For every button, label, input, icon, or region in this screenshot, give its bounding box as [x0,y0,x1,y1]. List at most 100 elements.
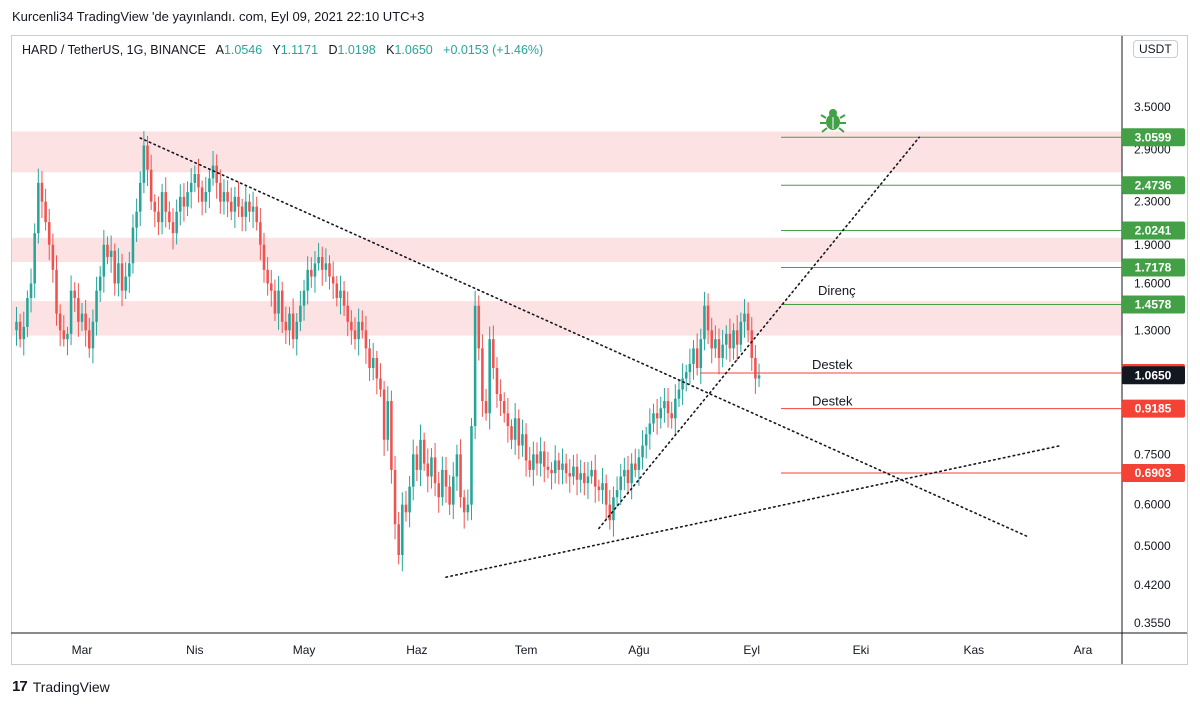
open-value: 1.0546 [223,43,263,57]
candle-body [721,344,724,358]
candle-body [561,463,564,470]
candle-body [583,473,586,484]
candle-body [331,276,335,284]
candle-body [430,457,433,477]
target-price-badge-bg [1122,176,1185,195]
candle-body [40,182,44,202]
candle [444,456,448,503]
candle [510,419,513,450]
currency-button[interactable]: USDT [1133,40,1178,58]
candle-body [455,454,459,477]
candle-body [51,244,55,270]
candle [684,364,688,392]
candle-body [637,457,641,470]
resistance-zone [12,301,1122,336]
candle-body [524,434,528,461]
footer-brand[interactable]: 17 TradingView [12,678,110,695]
candle [703,291,706,351]
candle [411,439,415,501]
candle-body [288,313,291,331]
candle [437,471,440,513]
candle [211,150,215,186]
candle [368,339,371,381]
candle [208,169,211,209]
candle [648,408,652,450]
candle [22,311,26,356]
candle-body [88,330,91,349]
candle [313,251,317,293]
candle-body [393,469,397,525]
candle-body [703,305,706,340]
candle-body [200,187,204,202]
candle [550,462,553,490]
candle-body [157,211,160,223]
candle [452,462,455,520]
candle [422,432,426,471]
candle [404,490,408,522]
candle [386,386,390,452]
support-price-badge-bg [1122,464,1185,483]
candle [320,246,324,286]
candle [66,326,69,356]
candle-body [521,434,524,446]
candle-body [153,201,157,212]
candle [721,329,724,368]
candle [644,426,648,459]
candle-body [695,348,699,368]
candle [331,261,335,299]
candle [138,171,142,227]
candle-body [692,348,695,364]
candle-body [219,182,222,202]
resistance-annotation: Direnç [818,283,856,298]
candle-body [732,330,735,349]
candle [29,268,33,313]
candle [171,208,175,250]
candle-body [160,192,164,223]
candle [88,317,91,358]
resistance-zone [12,131,1122,173]
candle [455,444,459,491]
candle-body [240,206,244,217]
candle [612,486,615,537]
candle [361,310,364,339]
candle-body [229,201,233,212]
candle [670,401,673,429]
candle-body [106,244,109,257]
x-tick-label: Haz [406,643,427,657]
candle [717,328,721,375]
candle [462,489,466,529]
candle-body [408,486,411,513]
candle [146,135,149,187]
candle [750,316,754,371]
candle [433,442,437,497]
candle-body [714,339,717,349]
candle-body [189,182,193,193]
candle [619,463,622,506]
candle [430,448,433,489]
candle-body [728,333,732,349]
candle-body [324,263,328,270]
candle [535,442,539,476]
target-price-badge: 1.4578 [1122,295,1185,314]
candle [735,315,739,361]
candle-body [634,463,637,470]
published-info: Kurcenli34 TradingView 'de yayınlandı. c… [12,9,425,24]
candle-body [437,483,440,498]
candle [226,180,229,218]
candle-body [422,439,426,464]
candle [306,256,309,305]
candle-body [120,263,124,291]
candle [113,243,117,296]
candle [18,313,22,348]
target-price-badge-text: 2.4736 [1135,178,1172,192]
candle [84,299,87,347]
candle [663,387,666,423]
candle [692,340,695,380]
candle-body [375,357,379,379]
candle [539,437,542,477]
candle-body [411,454,415,487]
candle-body [532,454,535,470]
support-price-badge-text: 0.9185 [1135,402,1172,416]
candle-body [186,192,189,207]
